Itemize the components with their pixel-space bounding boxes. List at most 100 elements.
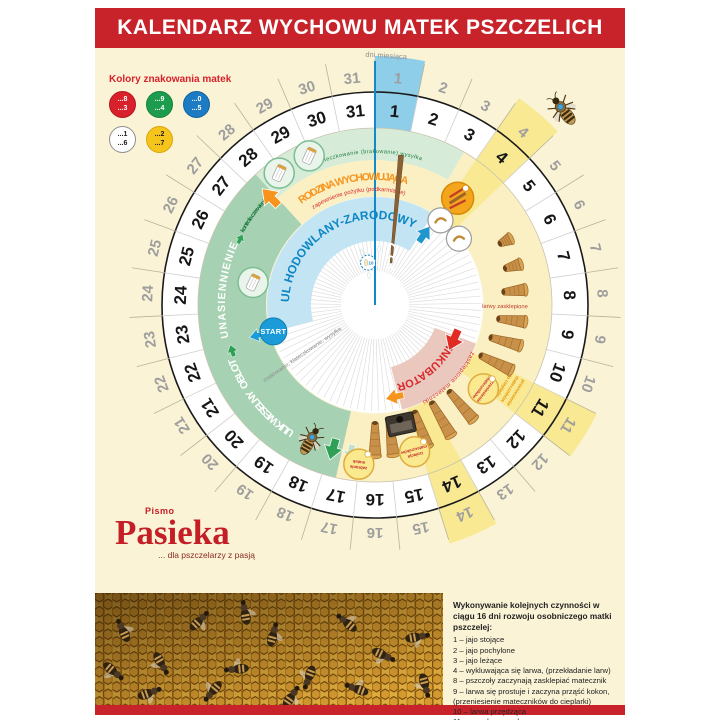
bee-photo	[95, 593, 443, 705]
worker-bee	[336, 613, 357, 632]
mark-years-bottom: ...3	[117, 104, 128, 112]
day-number-30: 30	[305, 107, 329, 131]
day-number-15: 15	[403, 484, 425, 506]
outer-day-number-2: 2	[437, 79, 450, 98]
day-dividers	[129, 59, 621, 550]
queen-cell-icon	[496, 314, 529, 329]
outer-day-number-22: 22	[151, 373, 173, 395]
day-number-23: 23	[172, 324, 194, 346]
radial-label: larwy zasklepione	[482, 304, 528, 310]
pasieka-logo: Pismo Pasieka ... dla pszczelarzy z pasj…	[115, 506, 255, 560]
flow-arrow	[227, 344, 238, 358]
logo-name: Pasieka	[115, 513, 230, 552]
flow-arrow	[235, 233, 245, 245]
outer-day-number-8: 8	[593, 289, 610, 298]
worker-bee	[344, 679, 369, 696]
outer-day-number-26: 26	[160, 194, 183, 216]
poster-title: KALENDARZ WYCHOWU MATEK PSZCZELICH	[117, 16, 603, 39]
day-number-9: 9	[557, 328, 577, 340]
outer-day-number-27: 27	[183, 154, 207, 178]
outer-day-number-11: 11	[556, 414, 579, 436]
note-line: 10 – larwa przędząca	[453, 706, 527, 716]
badge-text-line: matek	[352, 459, 365, 465]
outer-day-number-18: 18	[274, 503, 296, 525]
outer-day-number-13: 13	[493, 480, 516, 503]
start-marker: START	[259, 317, 288, 346]
outer-day-number-30: 30	[296, 78, 317, 99]
outer-day-number-10: 10	[577, 373, 599, 395]
blue-arc	[267, 197, 434, 333]
note-line: 2 – jajo pochylone	[453, 645, 515, 655]
queen-blue-mark	[557, 103, 564, 110]
outer-day-number-29: 29	[253, 95, 276, 118]
worker-bee	[299, 665, 316, 690]
queen-cell-icon	[502, 257, 525, 272]
to-rearing-family-arrow	[261, 188, 283, 210]
worker-bee	[266, 622, 283, 647]
queen-mark-yellow: ...2 ...7	[146, 126, 173, 153]
outer-day-number-9: 9	[591, 334, 609, 345]
mark-years-bottom: ...6	[117, 139, 128, 147]
day-number-7: 7	[553, 249, 574, 263]
egg-icon	[377, 245, 381, 253]
outer-day-number-21: 21	[171, 414, 194, 437]
outer-day-number-15: 15	[411, 518, 431, 538]
svg-text:10: 10	[369, 261, 375, 266]
egg-icon	[367, 272, 371, 279]
worker-bee	[189, 610, 210, 631]
queen-mark-white: ...1 ...6	[109, 126, 136, 153]
larva-badge	[427, 207, 454, 234]
outer-day-number-25: 25	[145, 238, 166, 258]
logo-tagline: ... dla pszczelarzy z pasją	[158, 550, 255, 561]
queen-mark-red: ...8 ...3	[109, 91, 136, 118]
note-line: 4 – wykluwająca się larwa, (przekładanie…	[453, 666, 611, 676]
grafting-tool-icon	[389, 154, 404, 264]
to-incubator-arrow	[445, 327, 465, 352]
bottom-strip: Wykonywanie kolejnych czynności w ciągu …	[95, 593, 625, 720]
mark-years-bottom: ...7	[154, 139, 165, 147]
highlight-day-14	[407, 400, 497, 544]
outer-day-number-16: 16	[367, 524, 384, 541]
mark-years-top: ...2	[154, 131, 165, 139]
queen-cell-icon	[488, 333, 525, 353]
queen-cage-badge	[263, 157, 295, 189]
outer-day-number-31: 31	[343, 70, 361, 89]
legend-title: Kolory znakowania matek	[109, 74, 232, 85]
egg-counter-icon: 10	[360, 254, 377, 271]
queen-mark-green: ...9 ...4	[146, 91, 173, 118]
to-mating-hive-arrow	[323, 437, 344, 461]
outer-day-number-1: 1	[393, 70, 403, 88]
day-number-1: 1	[389, 102, 400, 122]
day-number-25: 25	[175, 245, 198, 268]
mark-years-bottom: ...5	[191, 104, 202, 112]
incubator-exit-arrow	[385, 388, 405, 405]
note-line: 1 – jajo stojące	[453, 635, 505, 645]
worker-bee	[150, 652, 169, 675]
outer-day-number-19: 19	[233, 480, 256, 503]
corner-queen-bee	[546, 91, 576, 125]
notes-heading: Wykonywanie kolejnych czynności w ciągu …	[453, 600, 612, 632]
notes-lines: 1 – jajo stojące 2 – jajo pochylone 3 – ja…	[453, 635, 616, 720]
mark-years-top: ...9	[154, 96, 165, 104]
badge-text-line: zabranie	[349, 464, 367, 471]
day-number-16: 16	[366, 490, 385, 509]
mark-years-bottom: ...4	[154, 104, 165, 112]
queen-cage-badge	[237, 266, 269, 299]
egg-icon	[360, 249, 364, 256]
mark-years-top: ...8	[117, 96, 128, 104]
day-number-17: 17	[325, 484, 347, 506]
queen-mark-blue: ...0 ...5	[183, 91, 210, 118]
outer-day-number-3: 3	[478, 97, 494, 116]
mark-years-top: ...0	[191, 96, 202, 104]
queen-marking-legend: Kolory znakowania matek ...8 ...3 ...9 ...4…	[109, 74, 231, 161]
larva-mark-icon	[387, 243, 395, 247]
legend-grid: ...8 ...3 ...9 ...4 ...0 ...5 ...1 ...6 ...2 ...7	[109, 91, 231, 153]
title-banner: KALENDARZ WYCHOWU MATEK PSZCZELICH	[95, 8, 625, 48]
outer-day-number-23: 23	[141, 330, 160, 349]
